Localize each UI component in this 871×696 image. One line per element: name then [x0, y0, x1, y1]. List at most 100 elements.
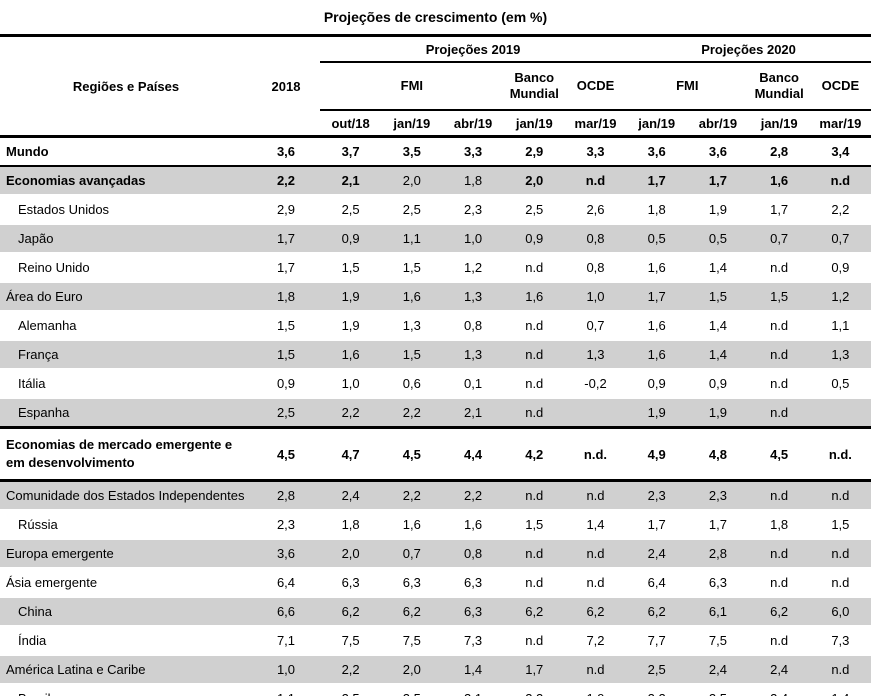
- cell-value: 0,7: [381, 538, 443, 569]
- cell-value: 1,0: [252, 654, 320, 685]
- cell-value: 1,5: [402, 260, 421, 275]
- cell-value: 1,4: [810, 684, 871, 696]
- cell-value: 1,5: [341, 260, 360, 275]
- table-row: Economias de mercado emergente e em dese…: [0, 427, 871, 482]
- cell-value: n.d: [748, 538, 810, 569]
- cell-value: n.d: [503, 339, 565, 370]
- cell-value: n.d: [564, 654, 627, 685]
- cell-value: 4,5: [748, 427, 810, 482]
- cell-value: 1,8: [252, 281, 320, 312]
- group-header-projections-2019: Projeções 2019: [320, 37, 627, 63]
- month-header: abr/19: [442, 110, 504, 138]
- cell-value: 1,2: [809, 281, 871, 312]
- cell-value: 6,4: [647, 575, 666, 590]
- cell-value: n.d: [770, 376, 789, 391]
- cell-value: [564, 397, 627, 429]
- cell-value: 3,5: [381, 136, 443, 167]
- cell-value: 6,2: [564, 596, 627, 627]
- cell-value: 6,2: [381, 596, 443, 627]
- cell-value: 2,8: [687, 538, 749, 569]
- cell-value: 2,2: [504, 684, 565, 696]
- cell-value: 0,7: [809, 223, 871, 254]
- cell-value: 4,4: [442, 427, 504, 482]
- agency-header-ocde-2020: OCDE: [809, 62, 871, 111]
- header-row-agencies: FMI Banco Mundial OCDE FMI Banco Mundial…: [0, 62, 871, 111]
- cell-value: 7,1: [276, 633, 296, 648]
- cell-value: 1,6: [626, 339, 688, 370]
- cell-value: n.d: [809, 654, 871, 685]
- cell-value: 1,7: [503, 654, 565, 685]
- table-row: China 6,6 6,2 6,2 6,3 6,2 6,2 6,2 6,1 6,2 6,0: [0, 596, 871, 627]
- cell-value: 0,8: [442, 538, 504, 569]
- cell-value: 1,6: [464, 517, 483, 532]
- cell-value: 1,9: [320, 281, 382, 312]
- cell-value: 6,2: [748, 596, 810, 627]
- table-row: Japão 1,7 0,9 1,1 1,0 0,9 0,8 0,5 0,5 0,7 0,7: [0, 223, 871, 254]
- month-header: jan/19: [748, 110, 810, 138]
- cell-value: n.d: [525, 575, 544, 590]
- month-header: out/18: [320, 110, 382, 138]
- cell-value: 1,9: [687, 397, 749, 429]
- cell-value: 6,3: [402, 575, 421, 590]
- cell-value: 3,3: [564, 136, 627, 167]
- row-label: Reino Unido: [18, 260, 90, 275]
- cell-value: 7,5: [708, 633, 727, 648]
- cell-value: 2,8: [252, 479, 320, 511]
- cell-value: 1,7: [687, 165, 749, 196]
- table-row: Itália 0,9 1,0 0,6 0,1 n.d -0,2 0,9 0,9 n.d 0,5: [0, 369, 871, 398]
- cell-value: 2,2: [320, 654, 382, 685]
- table-row: Reino Unido 1,7 1,5 1,5 1,2 n.d 0,8 1,6 1,4 n.d 0…: [0, 253, 871, 282]
- cell-value: 1,4: [708, 260, 727, 275]
- cell-value: 4,9: [626, 427, 688, 482]
- agency-header-fmi-2019: FMI: [320, 62, 504, 111]
- cell-value: 1,3: [442, 339, 504, 370]
- cell-value: 6,1: [687, 596, 749, 627]
- cell-value: 2,5: [687, 684, 748, 696]
- cell-value: 7,5: [402, 633, 421, 648]
- cell-value: 2,5: [341, 202, 360, 217]
- cell-value: 1,7: [252, 223, 320, 254]
- cell-value: n.d: [748, 479, 810, 511]
- cell-value: 2,5: [626, 654, 688, 685]
- row-label: Economias de mercado emergente e em dese…: [0, 427, 252, 482]
- cell-value: 2,4: [626, 538, 688, 569]
- cell-value: 0,5: [687, 223, 749, 254]
- cell-value: [809, 397, 871, 429]
- cell-value: 1,6: [748, 165, 810, 196]
- month-header: jan/19: [503, 110, 565, 138]
- table-row: América Latina e Caribe 1,0 2,2 2,0 1,4 1,7 n…: [0, 654, 871, 685]
- cell-value: 2,3: [687, 479, 749, 511]
- cell-value: n.d: [770, 575, 789, 590]
- cell-value: 0,5: [831, 376, 850, 391]
- cell-value: 2,0: [320, 538, 382, 569]
- cell-value: 0,9: [503, 223, 565, 254]
- row-label: Espanha: [0, 397, 252, 429]
- row-label: Alemanha: [18, 318, 77, 333]
- cell-value: 0,1: [464, 376, 483, 391]
- cell-value: n.d: [770, 318, 789, 333]
- cell-value: 1,9: [626, 397, 688, 429]
- cell-value: n.d: [525, 318, 544, 333]
- cell-value: 6,6: [252, 596, 320, 627]
- cell-value: 6,4: [276, 575, 296, 590]
- row-label: Área do Euro: [0, 281, 252, 312]
- cell-value: n.d: [503, 538, 565, 569]
- cell-value: -0,2: [584, 376, 607, 391]
- cell-value: n.d: [586, 575, 605, 590]
- table-body: Mundo 3,6 3,7 3,5 3,3 2,9 3,3 3,6 3,6 2,8 3,4 Eco…: [0, 136, 871, 696]
- cell-value: 0,8: [586, 260, 605, 275]
- cell-value: 2,5: [252, 397, 320, 429]
- cell-value: 1,4: [687, 339, 749, 370]
- agency-header-ocde-2019: OCDE: [564, 62, 627, 111]
- cell-value: n.d: [503, 397, 565, 429]
- cell-value: 0,7: [586, 318, 605, 333]
- cell-value: 2,2: [252, 165, 320, 196]
- column-header-regions: Regiões e Países: [0, 37, 252, 138]
- cell-value: 2,0: [381, 654, 443, 685]
- row-label: Estados Unidos: [18, 202, 110, 217]
- cell-value: 7,2: [586, 633, 605, 648]
- cell-value: 2,4: [749, 684, 810, 696]
- cell-value: 2,2: [626, 684, 687, 696]
- cell-value: 1,1: [381, 223, 443, 254]
